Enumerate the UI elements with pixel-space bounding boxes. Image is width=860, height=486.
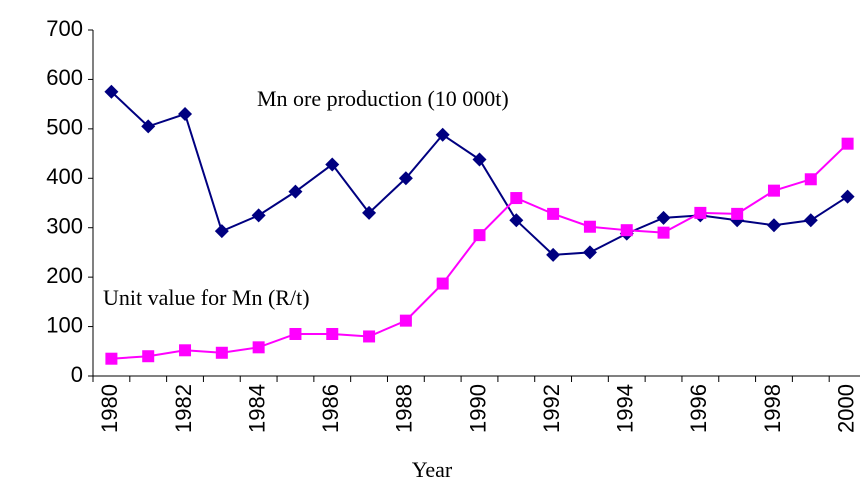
y-tick-label: 400 bbox=[46, 164, 83, 189]
x-tick-label: 1986 bbox=[318, 384, 343, 433]
x-tick-label: 1992 bbox=[539, 384, 564, 433]
point bbox=[582, 245, 597, 260]
y-tick-label: 300 bbox=[46, 214, 83, 239]
point bbox=[804, 173, 817, 186]
point bbox=[546, 247, 561, 262]
series-label: Unit value for Mn (R/t) bbox=[103, 285, 310, 310]
point bbox=[510, 192, 523, 205]
x-tick-label: 1988 bbox=[392, 384, 417, 433]
x-tick-label: 1998 bbox=[760, 384, 785, 433]
point bbox=[398, 171, 413, 186]
point bbox=[326, 327, 339, 340]
x-tick-label: 1982 bbox=[171, 384, 196, 433]
point bbox=[583, 220, 596, 233]
series-label: Mn ore production (10 000t) bbox=[257, 86, 509, 111]
point bbox=[104, 84, 119, 99]
y-tick-label: 100 bbox=[46, 312, 83, 337]
point bbox=[656, 210, 671, 225]
point bbox=[215, 346, 228, 359]
point bbox=[509, 213, 524, 228]
point bbox=[473, 229, 486, 242]
point bbox=[142, 350, 155, 363]
point bbox=[731, 207, 744, 220]
point bbox=[472, 152, 487, 167]
series-line bbox=[111, 142, 849, 360]
point bbox=[288, 184, 303, 199]
point bbox=[657, 226, 670, 239]
x-tick-label: 2000 bbox=[833, 384, 858, 433]
point bbox=[620, 224, 633, 237]
x-tick-label: 1980 bbox=[97, 384, 122, 433]
point bbox=[841, 137, 854, 150]
point bbox=[251, 208, 266, 223]
y-tick-label: 700 bbox=[46, 16, 83, 41]
point bbox=[435, 127, 450, 142]
point bbox=[178, 107, 193, 122]
x-tick-label: 1984 bbox=[244, 384, 269, 433]
point bbox=[141, 119, 156, 134]
x-tick-label: 1994 bbox=[613, 384, 638, 433]
x-tick-label: 1990 bbox=[465, 384, 490, 433]
point bbox=[105, 352, 118, 365]
point bbox=[179, 344, 192, 357]
point bbox=[767, 184, 780, 197]
y-tick-label: 200 bbox=[46, 263, 83, 288]
point bbox=[252, 341, 265, 354]
point bbox=[362, 205, 377, 220]
point bbox=[289, 327, 302, 340]
point bbox=[399, 314, 412, 327]
point bbox=[694, 206, 707, 219]
point bbox=[363, 330, 376, 343]
y-tick-label: 0 bbox=[71, 362, 83, 387]
point bbox=[547, 207, 560, 220]
point bbox=[803, 213, 818, 228]
y-tick-label: 500 bbox=[46, 115, 83, 140]
x-tick-label: 1996 bbox=[686, 384, 711, 433]
x-axis-label: Year bbox=[412, 457, 453, 482]
point bbox=[840, 189, 855, 204]
y-tick-label: 600 bbox=[46, 65, 83, 90]
point bbox=[214, 224, 229, 239]
point bbox=[766, 218, 781, 233]
point bbox=[436, 277, 449, 290]
point bbox=[325, 157, 340, 172]
